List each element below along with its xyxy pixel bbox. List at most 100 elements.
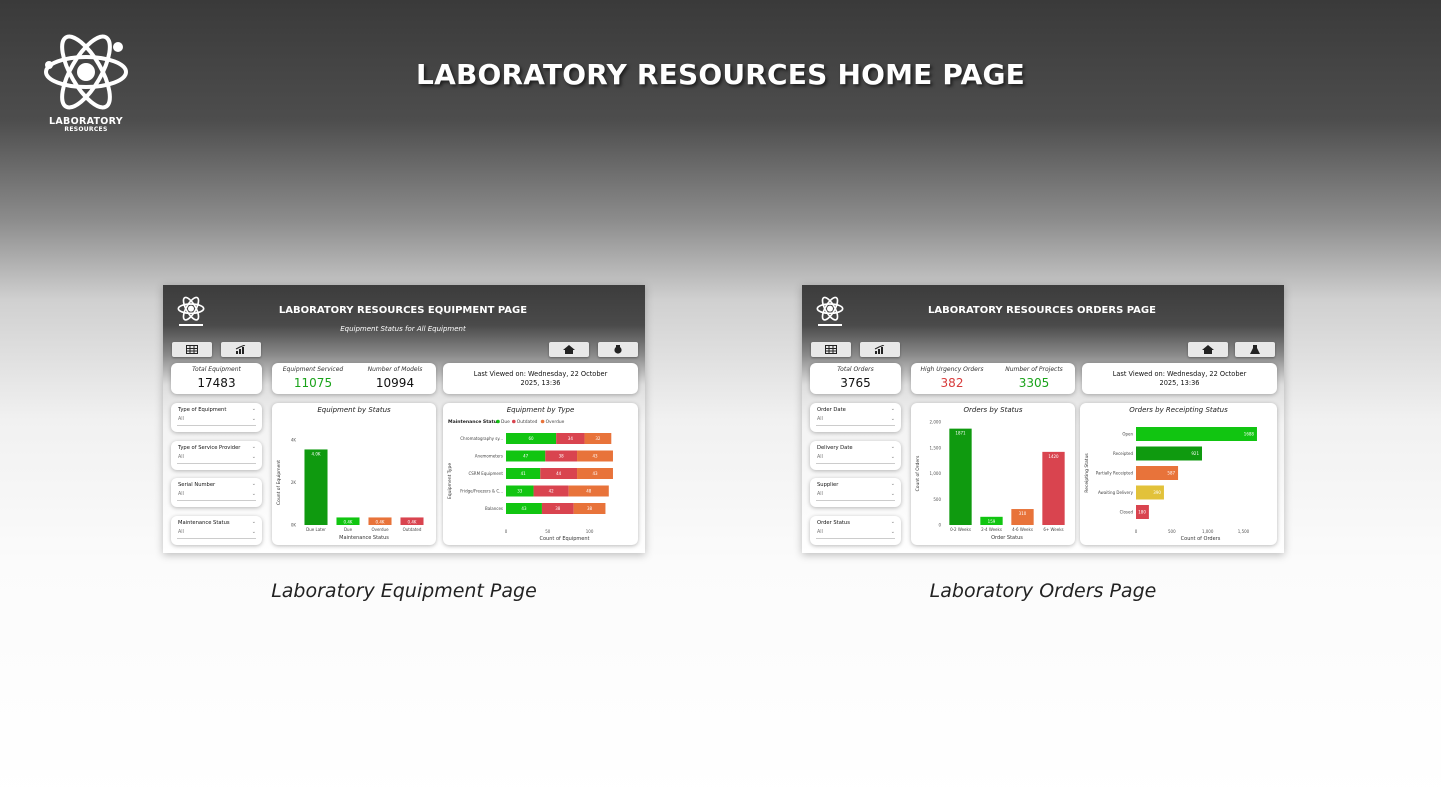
bar-segment [573,503,606,514]
slicer-label: Maintenance Status [178,520,230,526]
y-tick-label: Balances [485,506,503,511]
orders-page-caption: Laboratory Orders Page [929,580,1157,602]
divider [816,538,895,539]
slicer-service-provider[interactable]: Type of Service Provider ⌄ All ⌄ [171,441,262,470]
x-axis-label: Maintenance Status [339,535,389,541]
data-label: 4.0K [312,451,321,456]
bar-segment [506,503,542,514]
data-label: 43 [521,506,527,511]
slicer-value: All [178,455,184,460]
equipment-nav-button[interactable] [1235,342,1275,357]
slicer-delivery-date[interactable]: Delivery Date ⌄ All ⌄ [810,441,901,470]
legend-label: Outdated [517,419,538,425]
chart-title: Orders by Receipting Status [1129,406,1228,414]
chart-view-button[interactable] [860,342,900,357]
data-label: 390 [1153,490,1161,495]
slicer-serial-number[interactable]: Serial Number ⌄ All ⌄ [171,478,262,507]
data-label: 587 [1167,471,1175,476]
orders-by-status-chart: Orders by Status Count of Orders Order St… [911,403,1075,545]
home-button[interactable] [549,342,589,357]
thumb-logo-icon [816,296,844,326]
chevron-down-icon: ⌄ [890,529,895,535]
data-label: 921 [1191,451,1199,456]
slicer-type-of-equipment[interactable]: Type of Equipment ⌄ All ⌄ [171,403,262,432]
slicer-supplier[interactable]: Supplier ⌄ All ⌄ [810,478,901,507]
x-tick-label: Due Later [306,527,326,532]
slicer-order-status[interactable]: Order Status ⌄ All ⌄ [810,516,901,545]
bar [1136,466,1179,480]
bar [1136,505,1149,519]
x-tick-label: 50 [545,529,551,534]
y-tick-label: Closed [1120,510,1134,515]
legend-title: Maintenance Status [448,419,500,425]
kpi-value: 11075 [293,376,333,390]
last-viewed-time: 2025, 13:36 [1159,378,1200,387]
equipment-by-type-chart: Equipment by Type Maintenance Status Due O… [443,403,638,545]
last-viewed-text: Last Viewed on: Wednesday, 22 October 20… [1082,370,1277,388]
orders-page-thumbnail[interactable]: LABORATORY RESOURCES ORDERS PAGE Total O… [802,285,1284,553]
x-axis-label: Count of Equipment [540,536,590,542]
chevron-down-icon: ⌄ [890,406,895,412]
chevron-down-icon: ⌄ [251,519,256,525]
data-label: 1420 [1048,454,1059,459]
slicer-value: All [817,492,823,497]
bar-segment [506,450,546,462]
chevron-down-icon: ⌄ [251,444,256,450]
total-orders-card: Total Orders 3765 [810,363,901,394]
table-view-button[interactable] [172,342,212,357]
data-label: 60 [529,436,535,441]
x-tick-label: 1,000 [1202,529,1214,534]
chart-icon [874,345,885,354]
kpi-label: Number of Models [367,366,423,373]
orders-icon [614,345,622,354]
y-tick-label: 1,500 [930,445,942,450]
x-tick-label: Outdated [403,527,422,532]
kpi-value: 3305 [1018,376,1050,390]
bar-segment [577,450,613,462]
bar-segment [545,450,578,462]
chevron-down-icon: ⌄ [890,519,895,525]
y-tick-label: 4K [291,438,297,443]
x-tick-label: Overdue [371,527,389,532]
chevron-down-icon: ⌄ [890,454,895,460]
data-label: 38 [555,506,561,511]
chevron-down-icon: ⌄ [890,491,895,497]
y-tick-label: 2K [291,480,297,485]
slicer-value: All [178,530,184,535]
last-viewed-text: Last Viewed on: Wednesday, 22 October 20… [443,370,638,388]
chevron-down-icon: ⌄ [251,529,256,535]
data-label: 47 [523,454,529,459]
equipment-page-thumbnail[interactable]: LABORATORY RESOURCES EQUIPMENT PAGE Equi… [163,285,645,553]
slicer-maintenance-status[interactable]: Maintenance Status ⌄ All ⌄ [171,516,262,545]
chart-view-button[interactable] [221,342,261,357]
last-viewed-time: 2025, 13:36 [520,378,561,387]
divider [177,463,256,464]
kpi-label: Number of Projects [1005,366,1063,373]
y-tick-label: 2,000 [930,420,942,425]
data-label: 43 [592,454,598,459]
bar-segment [556,433,585,444]
chart-svg: Count of Equipment Maintenance Status 4K 2K… [276,438,424,541]
slicer-label: Delivery Date [817,445,853,451]
data-label: 44 [556,471,562,476]
table-view-button[interactable] [811,342,851,357]
divider [177,500,256,501]
x-axis-label: Order Status [991,535,1023,541]
thumb-title: LABORATORY RESOURCES ORDERS PAGE [928,305,1156,316]
chart-svg: Maintenance Status Due Outdated Overdue Equi… [447,419,613,542]
legend-marker [496,419,500,424]
orders-nav-button[interactable] [598,342,638,357]
legend-label: Overdue [546,419,565,425]
divider [816,500,895,501]
chevron-down-icon: ⌄ [251,491,256,497]
data-label: 310 [1019,511,1027,516]
data-label: 0.4K [376,519,385,524]
bar [304,449,328,525]
legend-marker [512,419,516,424]
home-button[interactable] [1188,342,1228,357]
slicer-order-date[interactable]: Order Date ⌄ All ⌄ [810,403,901,432]
chevron-down-icon: ⌄ [890,444,895,450]
legend-marker [540,419,545,424]
y-tick-label: Anemometers [475,454,503,459]
divider [816,425,895,426]
